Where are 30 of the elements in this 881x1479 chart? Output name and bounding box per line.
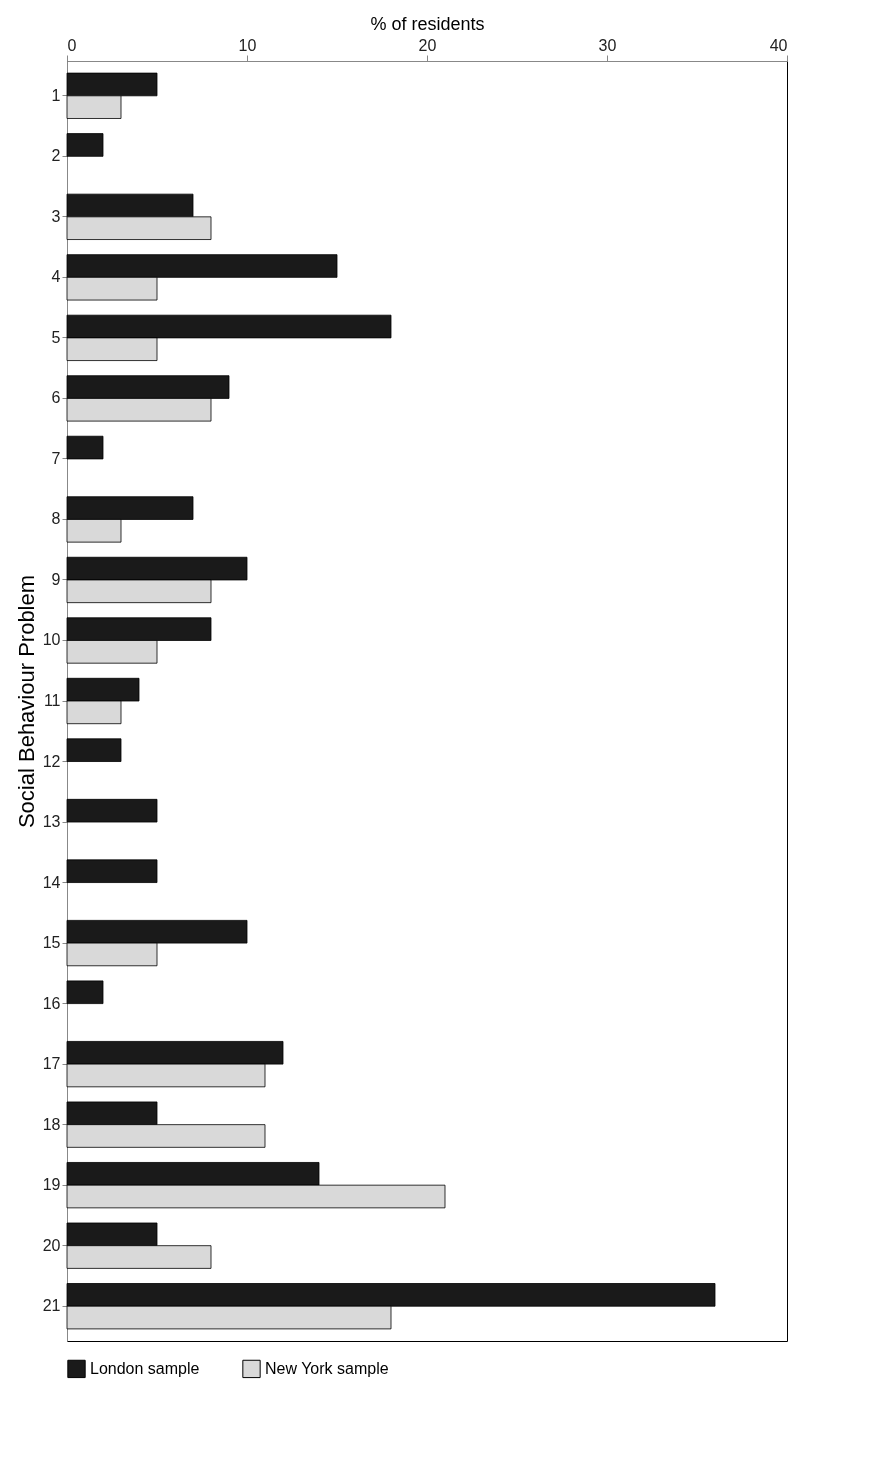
y-tick-label: 8 [51, 510, 61, 528]
x-tick-label: 40 [769, 36, 788, 54]
x-tick-label: 10 [238, 36, 257, 54]
y-tick-label: 14 [42, 873, 61, 891]
y-tick-label: 9 [51, 570, 61, 588]
y-tick-label: 2 [51, 147, 61, 165]
x-tick-label: 20 [418, 36, 437, 54]
x-tick-label: 30 [598, 36, 617, 54]
y-tick-label: 1 [51, 86, 61, 104]
y-tick-label: 3 [51, 207, 61, 225]
x-tick-label: 0 [67, 36, 77, 54]
y-tick-label: 5 [51, 328, 61, 346]
x-axis-title: % of residents [370, 13, 485, 34]
y-axis-title: Social Behaviour Problem [13, 574, 39, 829]
y-tick-label: 4 [51, 268, 61, 286]
y-tick-label: 21 [42, 1297, 61, 1315]
y-tick-label: 7 [51, 449, 61, 467]
y-tick-label: 6 [51, 389, 61, 407]
y-tick-label: 19 [42, 1176, 61, 1194]
y-tick-label: 15 [42, 934, 61, 952]
y-tick-label: 13 [42, 813, 61, 831]
y-tick-label: 20 [42, 1236, 61, 1254]
legend-label: London sample [90, 1359, 200, 1377]
y-tick-label: 16 [42, 994, 61, 1012]
y-tick-label: 10 [42, 631, 61, 649]
y-tick-label: 17 [42, 1055, 61, 1073]
y-tick-label: 12 [42, 752, 61, 770]
legend-label: New York sample [265, 1359, 389, 1377]
y-tick-label: 18 [42, 1115, 61, 1133]
y-tick-label: 11 [43, 692, 61, 709]
